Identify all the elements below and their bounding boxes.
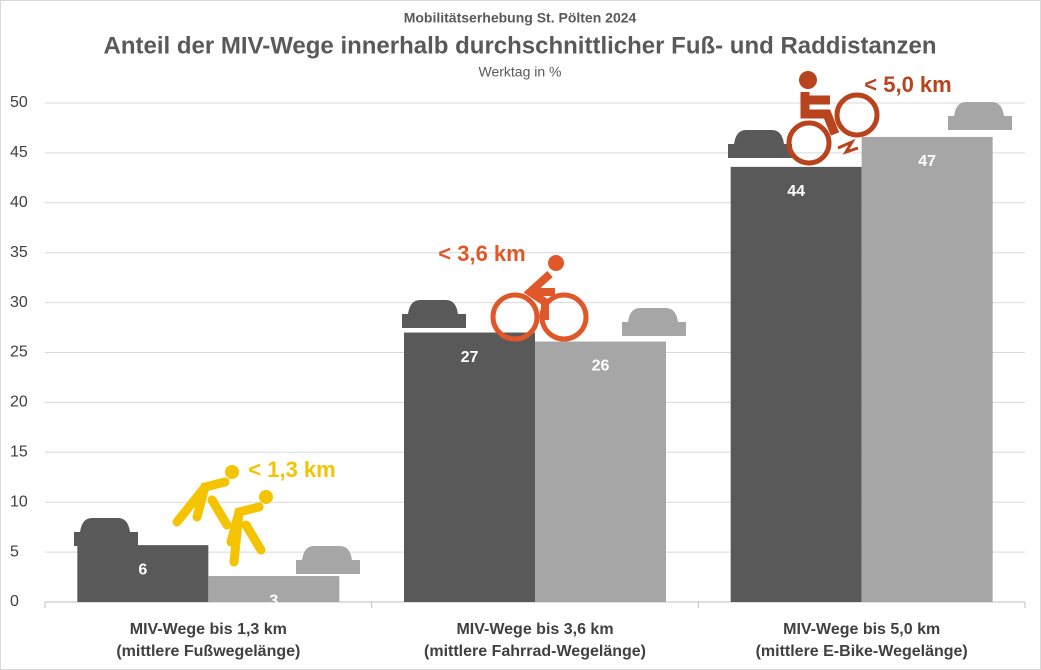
y-tick-label: 45	[10, 144, 28, 161]
y-tick-label: 5	[10, 543, 19, 560]
bar	[730, 166, 862, 602]
annotations: < 1,3 km < 3,6 km < 5,0 km	[248, 72, 951, 482]
x-tick-label: MIV-Wege bis 3,6 km	[456, 621, 613, 638]
chart-title: Anteil der MIV-Wege innerhalb durchschni…	[104, 32, 937, 59]
walker-icon	[172, 465, 273, 567]
x-tick-note: (mittlere E-Bike-Wegelänge)	[756, 643, 968, 660]
value-label: 3	[269, 592, 278, 609]
x-tick-note: (mittlere Fußwegelänge)	[116, 643, 300, 660]
value-label: 26	[592, 358, 610, 375]
bars: 6 3 27 26 44 47	[77, 136, 993, 609]
supertitle: Mobilitätserhebung St. Pölten 2024	[404, 10, 637, 26]
x-tick-note: (mittlere Fahrrad-Wegelänge)	[424, 643, 646, 660]
x-tick-label: MIV-Wege bis 1,3 km	[130, 621, 287, 638]
x-tick-label: MIV-Wege bis 5,0 km	[783, 621, 940, 638]
car-icon	[296, 102, 1012, 574]
value-label: 27	[461, 349, 479, 366]
y-tick-label: 40	[10, 194, 28, 211]
y-tick-label: 0	[10, 593, 19, 610]
y-tick-label: 15	[10, 444, 28, 461]
ebike-icon	[786, 71, 880, 166]
y-tick-label: 50	[10, 94, 28, 111]
y-tick-label: 35	[10, 244, 28, 261]
subtitle: Werktag in %	[479, 64, 562, 80]
bar	[208, 576, 340, 602]
y-tick-label: 10	[10, 493, 28, 510]
bar	[535, 341, 666, 602]
bike-icon	[490, 255, 589, 342]
annotation: < 1,3 km	[248, 457, 335, 482]
value-label: 6	[138, 561, 147, 578]
annotation: < 5,0 km	[864, 72, 951, 97]
bar	[77, 545, 209, 602]
annotation: < 3,6 km	[438, 241, 525, 266]
y-tick-label: 20	[10, 394, 28, 411]
bar	[861, 136, 993, 602]
value-label: 44	[787, 183, 805, 200]
y-tick-label: 30	[10, 294, 28, 311]
car-icon	[74, 130, 792, 546]
value-label: 47	[918, 153, 936, 170]
bar	[404, 332, 535, 602]
y-tick-label: 25	[10, 344, 28, 361]
